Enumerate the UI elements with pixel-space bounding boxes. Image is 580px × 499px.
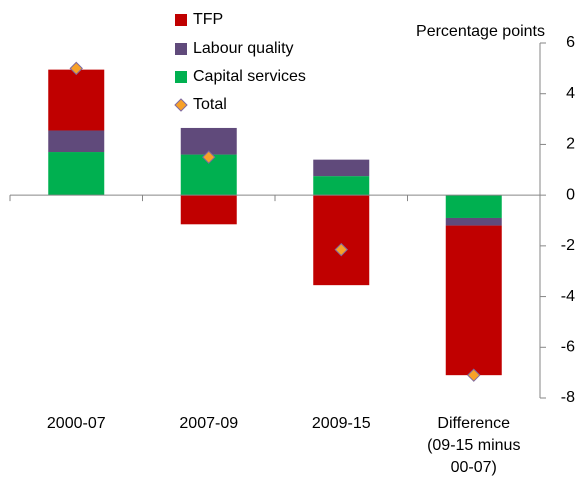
legend-swatch bbox=[175, 43, 187, 55]
legend-label: TFP bbox=[193, 11, 223, 28]
legend-label: Total bbox=[193, 96, 227, 113]
bar-segment bbox=[445, 225, 502, 376]
bar-segment bbox=[180, 195, 237, 225]
bar-segment bbox=[313, 195, 370, 286]
bar-segment bbox=[313, 159, 370, 177]
bar-segment bbox=[445, 195, 502, 218]
y-tick-label: 2 bbox=[566, 136, 575, 153]
bar-segment bbox=[445, 217, 502, 226]
y-tick-label: -2 bbox=[561, 237, 575, 254]
total-marker bbox=[69, 61, 83, 76]
y-tick-label: 0 bbox=[566, 186, 575, 203]
y-tick-label: -8 bbox=[561, 389, 575, 406]
legend-swatch bbox=[175, 71, 187, 83]
total-marker bbox=[202, 150, 216, 164]
legend-label: Capital services bbox=[193, 68, 306, 85]
legend-swatch bbox=[175, 14, 187, 26]
bar-segment bbox=[180, 127, 237, 155]
x-tick-label: 2009-15 bbox=[311, 415, 371, 432]
y-tick-label: 4 bbox=[566, 85, 575, 102]
legend-marker bbox=[174, 98, 188, 112]
bar-segment bbox=[48, 69, 105, 131]
bar-segment bbox=[48, 152, 105, 196]
y-axis-label: Percentage points bbox=[416, 23, 545, 40]
y-tick-label: -6 bbox=[561, 339, 575, 356]
y-tick-label: -4 bbox=[561, 288, 575, 305]
total-marker bbox=[467, 368, 481, 382]
x-tick-label: Difference (09-15 minus 00-07) bbox=[427, 415, 521, 476]
x-tick-label: 2000-07 bbox=[46, 415, 106, 432]
legend-label: Labour quality bbox=[193, 40, 294, 57]
x-tick-label: 2007-09 bbox=[179, 415, 239, 432]
y-tick-label: 6 bbox=[566, 34, 575, 51]
bar-segment bbox=[313, 176, 370, 196]
total-marker bbox=[334, 242, 348, 257]
bar-segment bbox=[48, 130, 105, 153]
